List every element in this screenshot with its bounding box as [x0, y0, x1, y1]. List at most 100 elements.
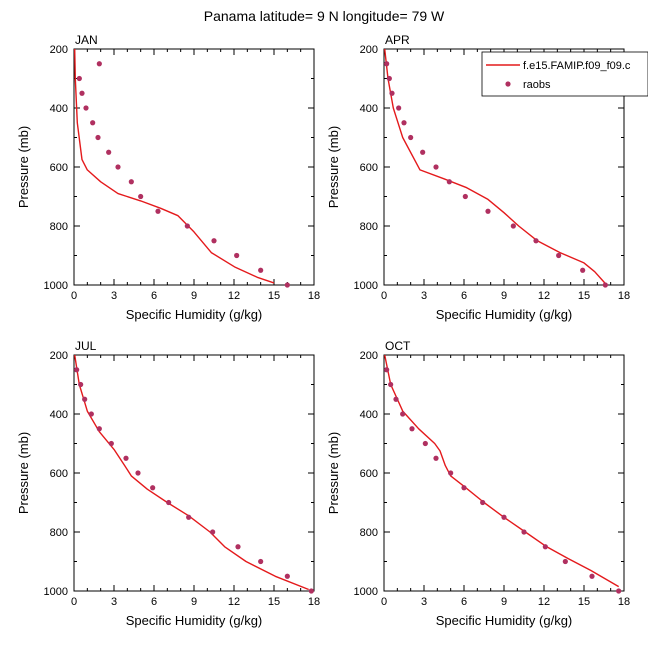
figure-title: Panama latitude= 9 N longitude= 79 W: [204, 8, 445, 24]
x-tick-label: 15: [268, 596, 280, 608]
raobs-point: [95, 134, 101, 141]
raobs-point: [401, 120, 407, 126]
raobs-point: [501, 514, 507, 520]
y-tick-label: 800: [360, 221, 378, 233]
x-tick-label: 12: [228, 290, 240, 302]
x-tick-label: 18: [308, 290, 320, 302]
panel-jul: JUL 0 3 6 9 12 15 18 200 400 600 800 1000 Specific Hu…: [16, 339, 320, 628]
panel-oct: OCT 0 3 6 9 12 15 18 200 400 600 800 1000 Specific Hu…: [326, 339, 630, 628]
y-tick-label: 800: [360, 527, 378, 539]
x-tick-label: 15: [578, 596, 590, 608]
x-tick-label: 18: [618, 290, 630, 302]
raobs-point: [480, 499, 486, 506]
raobs-point: [150, 485, 156, 491]
raobs-point: [562, 558, 568, 565]
raobs-point: [88, 411, 94, 417]
x-tick-label: 12: [538, 290, 550, 302]
panel-title: OCT: [385, 339, 411, 353]
raobs-point: [533, 238, 539, 244]
x-tick-label: 3: [421, 596, 427, 608]
y-tick-label: 200: [50, 350, 68, 362]
model-line: [74, 48, 275, 284]
raobs-point: [400, 411, 406, 417]
y-tick-label: 1000: [44, 586, 68, 598]
raobs-point: [556, 252, 562, 259]
x-axis-label: Specific Humidity (g/kg): [436, 613, 573, 628]
panel-title: APR: [385, 33, 410, 47]
raobs-point: [446, 179, 452, 185]
x-tick-label: 18: [308, 596, 320, 608]
raobs-point: [422, 440, 428, 447]
panel-apr: APR 0 3 6 9 12 15 18 200 400 600 800 1000 Specific Hu…: [326, 33, 630, 322]
panel-jan: JAN 0 3 6 9 12 15 18 200 400 600 800 1000 Specific Hu…: [16, 33, 320, 322]
raobs-point: [234, 252, 240, 259]
x-tick-label: 9: [191, 596, 197, 608]
x-tick-label: 15: [268, 290, 280, 302]
raobs-point: [115, 164, 121, 170]
raobs-point: [485, 208, 491, 214]
legend-box: [481, 51, 648, 97]
x-tick-label: 6: [151, 596, 157, 608]
raobs-point: [128, 179, 134, 185]
y-tick-label: 600: [360, 468, 378, 480]
raobs-point: [258, 267, 264, 273]
y-axis-label: Pressure (mb): [16, 432, 31, 514]
raobs-point: [386, 75, 392, 82]
x-tick-label: 3: [111, 290, 117, 302]
y-tick-label: 800: [50, 527, 68, 539]
x-tick-label: 9: [191, 290, 197, 302]
y-tick-label: 1000: [354, 586, 378, 598]
plot-frame: [73, 354, 315, 592]
raobs-point: [396, 105, 402, 111]
raobs-point: [589, 573, 595, 579]
raobs-point: [96, 61, 102, 67]
y-tick-label: 400: [360, 103, 378, 115]
legend-label: raobs: [523, 79, 551, 91]
raobs-point: [123, 455, 129, 461]
legend-label: f.e15.FAMIP.f09_f09.c: [523, 60, 631, 72]
raobs-point: [510, 223, 516, 229]
x-tick-label: 6: [461, 596, 467, 608]
raobs-point: [384, 61, 390, 67]
x-tick-label: 0: [71, 290, 77, 302]
raobs-point: [308, 588, 314, 594]
raobs-point: [388, 381, 394, 388]
y-axis-label: Pressure (mb): [326, 126, 341, 208]
y-tick-label: 400: [50, 409, 68, 421]
x-tick-label: 18: [618, 596, 630, 608]
raobs-point: [602, 282, 608, 288]
raobs-point: [393, 396, 399, 402]
raobs-point: [155, 208, 161, 214]
raobs-point: [408, 134, 414, 141]
raobs-point: [462, 193, 468, 200]
x-tick-label: 0: [381, 596, 387, 608]
x-tick-label: 15: [578, 290, 590, 302]
raobs-point: [521, 529, 527, 535]
panels: JAN 0 3 6 9 12 15 18 200 400 600 800 1000 Specific Hu…: [16, 33, 648, 628]
raobs-point: [433, 164, 439, 170]
panel-title: JAN: [75, 33, 98, 47]
x-tick-label: 6: [151, 290, 157, 302]
raobs-point: [108, 440, 114, 447]
y-tick-label: 1000: [354, 280, 378, 292]
raobs-point: [78, 381, 84, 388]
raobs-point: [284, 282, 290, 288]
raobs-point: [106, 149, 112, 155]
x-tick-label: 9: [501, 596, 507, 608]
model-line: [74, 354, 309, 591]
raobs-point: [448, 470, 454, 476]
raobs-point: [409, 426, 415, 432]
raobs-point: [580, 267, 586, 273]
raobs-point: [82, 396, 88, 402]
y-tick-label: 1000: [44, 280, 68, 292]
x-tick-label: 6: [461, 290, 467, 302]
raobs-point: [184, 223, 190, 229]
x-axis-label: Specific Humidity (g/kg): [126, 613, 263, 628]
raobs-point: [384, 367, 390, 373]
x-tick-label: 12: [228, 596, 240, 608]
raobs-point: [211, 238, 217, 244]
y-tick-label: 600: [50, 162, 68, 174]
raobs-point: [258, 558, 264, 565]
raobs-point: [616, 588, 622, 594]
